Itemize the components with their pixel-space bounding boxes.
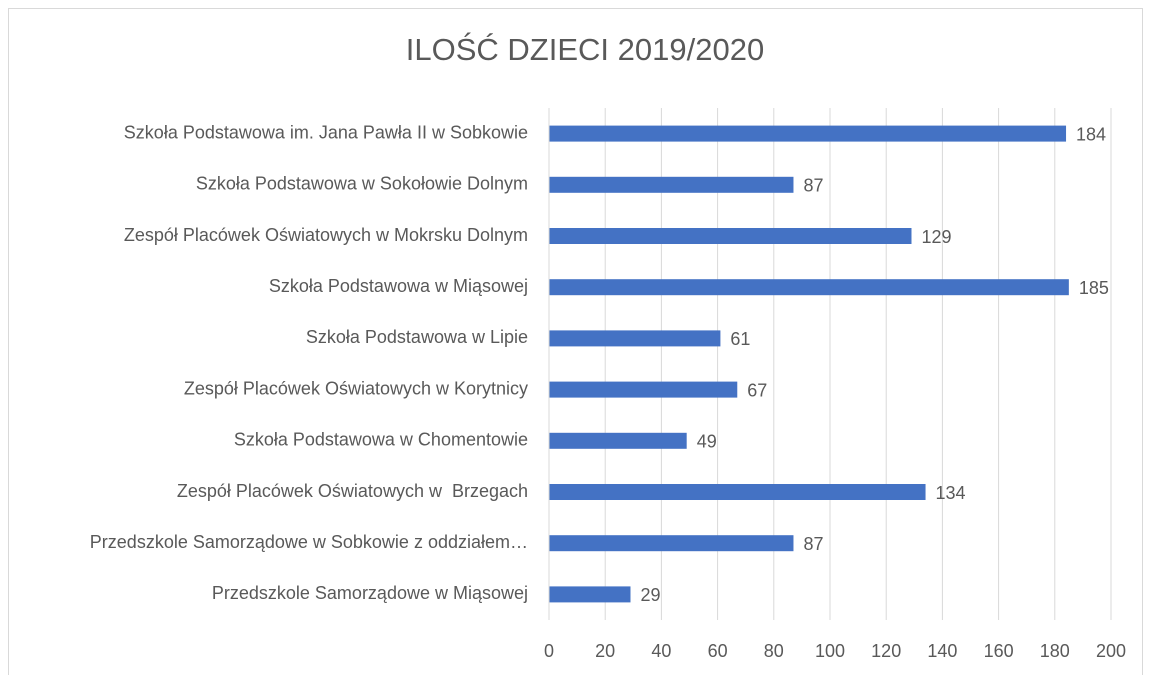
y-tick-label: Szkoła Podstawowa w Chomentowie <box>234 430 528 450</box>
x-tick-label: 180 <box>1040 641 1070 661</box>
bar <box>549 228 912 244</box>
data-label: 134 <box>936 483 966 503</box>
bar <box>549 484 926 500</box>
y-tick-label: Przedszkole Samorządowe w Miąsowej <box>212 583 528 603</box>
data-label: 67 <box>747 380 767 400</box>
data-label: 49 <box>697 432 717 452</box>
y-tick-label: Szkoła Podstawowa w Lipie <box>306 327 528 347</box>
bar <box>549 432 687 449</box>
data-label: 87 <box>803 534 823 554</box>
data-label: 87 <box>803 176 823 196</box>
y-tick-label: Szkoła Podstawowa im. Jana Pawła II w So… <box>124 122 528 142</box>
y-tick-label: Przedszkole Samorządowe w Sobkowie z odd… <box>90 532 528 552</box>
x-tick-label: 80 <box>764 641 784 661</box>
x-tick-label: 200 <box>1096 641 1126 661</box>
chart-title: ILOŚĆ DZIECI 2019/2020 <box>406 31 764 67</box>
y-tick-label: Zespół Placówek Oświatowych w Mokrsku Do… <box>124 225 528 245</box>
data-label: 184 <box>1076 124 1106 144</box>
data-label: 29 <box>640 585 660 605</box>
x-tick-label: 60 <box>708 641 728 661</box>
x-tick-label: 140 <box>927 641 957 661</box>
bar <box>549 586 631 603</box>
x-tick-label: 0 <box>544 641 554 661</box>
bar <box>549 381 738 398</box>
y-tick-label: Szkoła Podstawowa w Miąsowej <box>269 276 528 296</box>
data-label: 185 <box>1079 278 1109 298</box>
x-tick-label: 120 <box>871 641 901 661</box>
x-tick-label: 160 <box>984 641 1014 661</box>
bar <box>549 279 1069 296</box>
data-label: 61 <box>730 329 750 349</box>
x-tick-label: 20 <box>595 641 615 661</box>
bar <box>549 330 721 347</box>
y-tick-label: Szkoła Podstawowa w Sokołowie Dolnym <box>196 174 528 194</box>
data-label: 129 <box>921 227 951 247</box>
bar <box>549 125 1067 142</box>
y-tick-label: Zespół Placówek Oświatowych w Korytnicy <box>184 378 528 398</box>
x-tick-label: 100 <box>815 641 845 661</box>
bar <box>549 535 794 552</box>
x-tick-label: 40 <box>651 641 671 661</box>
bar <box>549 176 794 193</box>
y-tick-label: Zespół Placówek Oświatowych w Brzegach <box>177 481 528 501</box>
